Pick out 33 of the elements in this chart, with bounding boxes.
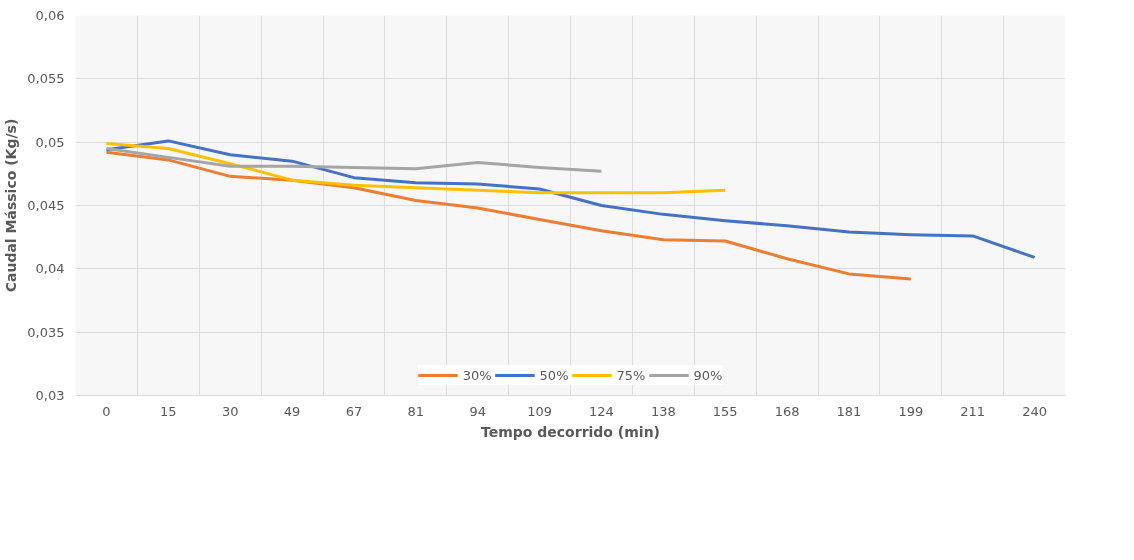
x-tick-label: 49 (283, 403, 301, 419)
x-tick-label: 0 (102, 403, 111, 419)
x-tick-label: 81 (407, 403, 425, 419)
y-tick-label: 0,06 (35, 8, 65, 23)
x-tick-label: 168 (774, 403, 800, 419)
y-tick-label: 0,035 (27, 324, 65, 340)
x-tick-label: 67 (345, 403, 363, 419)
line-series (104, 147, 603, 173)
legend-label: 90% (693, 367, 723, 383)
y-axis-title: Caudal Mássico (Kg/s) (3, 118, 20, 293)
line-series (104, 139, 1037, 259)
x-tick-label: 15 (160, 403, 177, 419)
line-series (104, 141, 727, 195)
x-axis-title: Tempo decorrido (min) (481, 423, 660, 440)
x-tick-label: 181 (836, 403, 862, 419)
x-tick-label: 109 (527, 403, 552, 419)
legend-label: 30% (462, 367, 492, 383)
y-tick-label: 0,055 (27, 71, 65, 87)
y-tick-label: 0,05 (35, 134, 65, 150)
legend-label: 75% (616, 367, 646, 383)
x-tick-label: 138 (650, 403, 676, 419)
x-tick-label: 94 (469, 403, 486, 419)
y-tick-label: 0,04 (35, 261, 65, 277)
legend-label: 50% (539, 367, 569, 383)
line-series (104, 150, 913, 281)
x-tick-label: 155 (712, 403, 738, 419)
x-tick-label: 240 (1022, 403, 1047, 419)
x-tick-label: 30 (221, 403, 239, 419)
y-tick-label: 0,03 (35, 388, 65, 403)
y-tick-label: 0,045 (27, 198, 65, 213)
x-tick-label: 124 (589, 403, 614, 419)
x-tick-label: 211 (960, 403, 986, 419)
x-tick-label: 199 (898, 403, 924, 419)
